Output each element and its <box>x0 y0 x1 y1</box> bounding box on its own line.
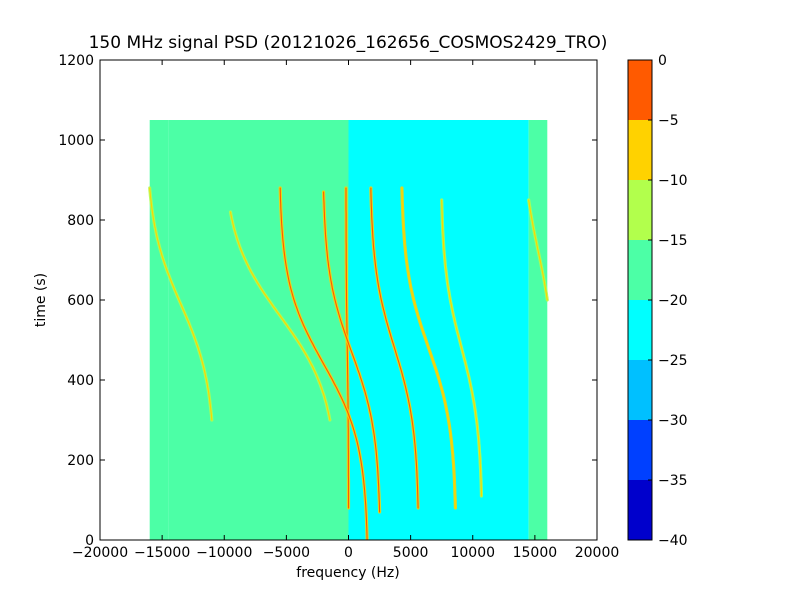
x-tick-label: −10000 <box>196 545 252 561</box>
doppler-trace <box>322 190 382 514</box>
doppler-trace <box>278 186 369 540</box>
colorbar-tick-label: −25 <box>658 353 688 369</box>
x-axis-label: frequency (Hz) <box>296 565 399 581</box>
colorbar-tick-label: −5 <box>658 113 679 129</box>
doppler-traces <box>148 186 549 540</box>
colorbar-segment <box>628 360 652 420</box>
colorbar-segment <box>628 120 652 180</box>
plot-area <box>100 60 597 540</box>
x-tick-label: 0 <box>344 545 353 561</box>
y-tick-label: 1000 <box>58 133 94 149</box>
colorbar-segment <box>628 180 652 240</box>
y-tick-label: 400 <box>67 373 94 389</box>
y-tick-label: 0 <box>85 533 94 549</box>
doppler-trace-core <box>441 199 482 497</box>
colorbar-tick-label: −35 <box>658 473 688 489</box>
colorbar-tick-label: −40 <box>658 533 688 549</box>
colorbar-segment <box>628 420 652 480</box>
psd-region-band-edge-left <box>149 120 169 540</box>
colorbar-segment <box>628 480 652 540</box>
colorbar-segment <box>628 300 652 360</box>
colorbar-tick-label: −15 <box>658 233 688 249</box>
x-axis: −20000 −15000 −10000 −5000 0 5000 10000 15000 20… <box>72 60 619 561</box>
colorbar-segment <box>628 60 652 120</box>
colorbar-tick-label: 0 <box>658 53 667 69</box>
colorbar: −40 −35 −30 −25 −20 −15 −10 −5 0 <box>627 53 688 549</box>
y-tick-label: 200 <box>67 453 94 469</box>
doppler-trace-core <box>528 199 548 301</box>
x-tick-label: −20000 <box>72 545 128 561</box>
doppler-trace-core <box>323 191 381 513</box>
colorbar-segment <box>628 240 652 300</box>
doppler-trace <box>148 186 214 422</box>
psd-region-negative-half <box>168 120 349 540</box>
psd-regions <box>149 120 548 540</box>
chart-title: 150 MHz signal PSD (20121026_162656_COSM… <box>89 33 608 53</box>
psd-region-positive-half <box>348 120 529 540</box>
doppler-trace <box>369 186 420 510</box>
colorbar-tick-label: −20 <box>658 293 688 309</box>
colorbar-tick-label: −10 <box>658 173 688 189</box>
doppler-trace-core <box>345 187 350 509</box>
doppler-trace-core <box>370 187 419 509</box>
x-tick-label: −5000 <box>263 545 310 561</box>
x-tick-label: 10000 <box>450 545 495 561</box>
psd-region-band-edge-right <box>528 120 548 540</box>
doppler-trace <box>440 198 483 498</box>
doppler-trace <box>228 210 332 422</box>
y-tick-label: 800 <box>67 213 94 229</box>
doppler-trace-core <box>149 187 213 421</box>
y-tick-label: 1200 <box>58 53 94 69</box>
doppler-trace-core <box>401 187 456 509</box>
y-tick-label: 600 <box>67 293 94 309</box>
x-tick-label: 5000 <box>393 545 429 561</box>
colorbar-tick-label: −30 <box>658 413 688 429</box>
doppler-trace-core <box>279 187 368 540</box>
y-axis: 0 200 400 600 800 1000 1200 <box>58 53 597 549</box>
x-tick-label: −15000 <box>134 545 190 561</box>
y-axis-label: time (s) <box>33 273 49 327</box>
doppler-trace <box>527 198 549 302</box>
doppler-trace-core <box>229 211 331 421</box>
x-tick-label: 20000 <box>575 545 620 561</box>
doppler-trace <box>344 186 351 510</box>
x-tick-label: 15000 <box>513 545 558 561</box>
doppler-trace <box>400 186 457 510</box>
